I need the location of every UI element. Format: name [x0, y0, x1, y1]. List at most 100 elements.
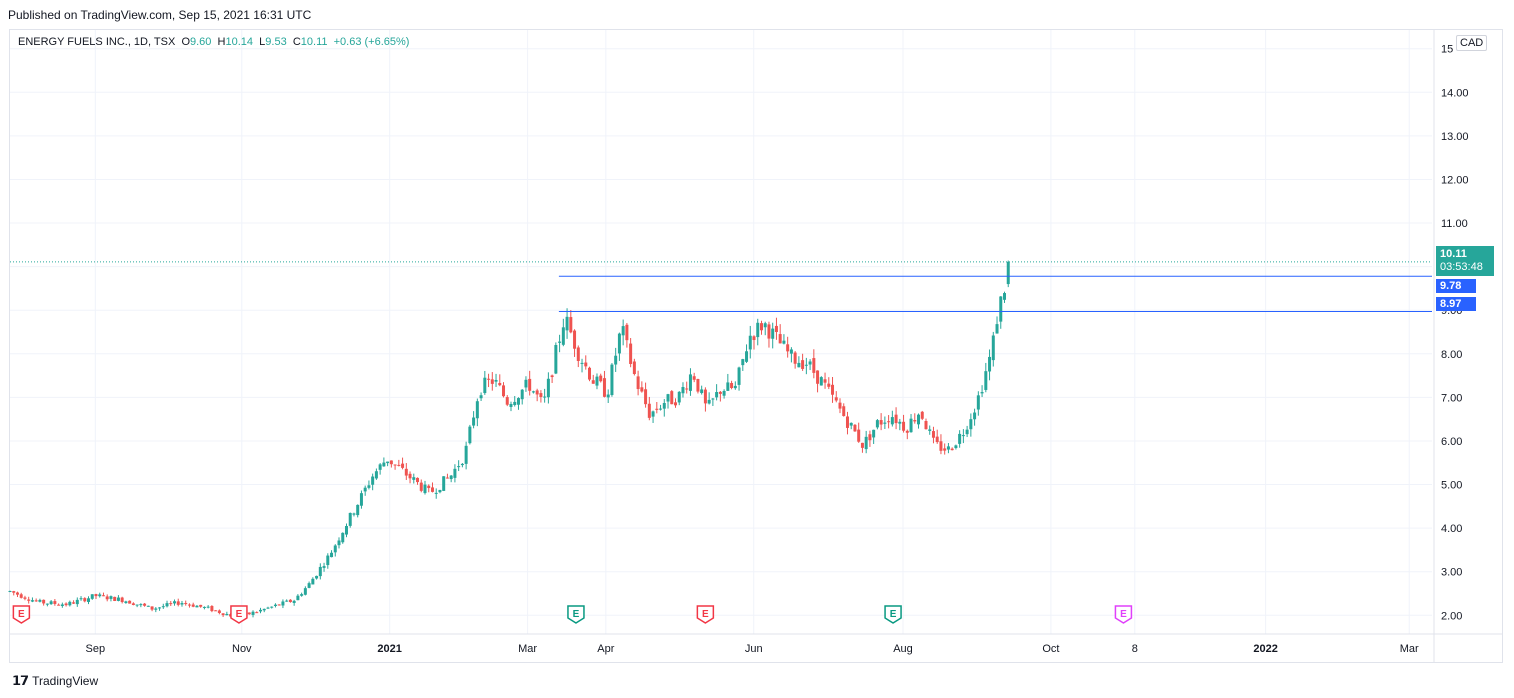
earnings-marker-label: E: [573, 609, 580, 620]
candle-body: [359, 493, 363, 506]
candle-body: [864, 436, 868, 450]
candle-body: [273, 604, 277, 607]
candle-body: [565, 316, 569, 331]
candle-body: [531, 391, 535, 393]
candle-body: [498, 383, 502, 386]
candle-body: [958, 433, 962, 444]
candle-body: [87, 598, 91, 602]
candle-body: [558, 341, 562, 343]
candle-body: [543, 396, 547, 398]
candle-body: [472, 417, 476, 426]
symbol-legend: ENERGY FUELS INC., 1D, TSX O9.60 H10.14 …: [18, 36, 409, 48]
tradingview-logo-icon: 𝟭𝟳: [12, 673, 29, 688]
candle-body: [475, 401, 479, 419]
earnings-marker-label: E: [18, 609, 25, 620]
candle-body: [348, 512, 352, 526]
candle-body: [834, 397, 838, 401]
candle-body: [303, 588, 307, 595]
candle-body: [887, 421, 891, 423]
candle-body: [980, 392, 984, 394]
candle-body: [389, 460, 393, 465]
candle-body: [214, 610, 218, 612]
candle-body: [457, 466, 461, 468]
candle-body: [894, 414, 898, 424]
candle-body: [98, 594, 102, 597]
y-tick-label: 7.00: [1441, 392, 1462, 404]
candle-body: [827, 383, 831, 387]
earnings-marker-icon: [696, 605, 715, 624]
footer-brand[interactable]: 𝟭𝟳 TradingView: [12, 673, 98, 689]
x-tick-label: 2022: [1253, 643, 1277, 655]
candle-body: [438, 489, 442, 493]
candle-body: [161, 606, 165, 608]
candle-body: [311, 578, 315, 585]
candle-body: [673, 402, 677, 406]
candle-body: [150, 606, 154, 610]
legend-high-label: H: [217, 36, 226, 48]
candle-body: [715, 392, 719, 398]
candle-body: [416, 477, 420, 483]
candle-body: [621, 326, 625, 336]
candle-body: [771, 328, 775, 339]
chart-frame[interactable]: [9, 29, 1503, 663]
candle-body: [920, 411, 924, 419]
candle-body: [737, 367, 741, 385]
candle-body: [647, 403, 651, 418]
candle-body: [733, 385, 737, 389]
candle-body: [816, 370, 820, 384]
candle-body: [442, 476, 446, 491]
candle-body: [902, 421, 906, 431]
candle-body: [812, 358, 816, 373]
candle-body: [326, 555, 330, 566]
candle-body: [696, 378, 700, 392]
candle-body: [378, 464, 382, 470]
candle-body: [711, 398, 715, 400]
candle-body: [666, 394, 670, 402]
legend-low-value: 9.53: [265, 36, 287, 48]
candle-body: [34, 600, 38, 602]
candle-body: [767, 324, 771, 339]
candle-body: [423, 484, 427, 494]
candle-body: [808, 361, 812, 365]
candle-body: [258, 609, 262, 612]
candle-body: [516, 398, 520, 405]
earnings-marker-label: E: [1120, 609, 1127, 620]
candle-body: [165, 603, 169, 607]
candle-body: [487, 378, 491, 380]
candle-body: [15, 592, 19, 595]
earnings-marker-icon: [12, 605, 31, 624]
y-tick-label: 15: [1441, 44, 1453, 56]
candle-body: [849, 422, 853, 426]
x-tick-label: Jun: [745, 643, 763, 655]
candle-body: [741, 359, 745, 366]
candle-body: [255, 612, 259, 614]
candle-body: [636, 376, 640, 390]
x-tick-label: Nov: [232, 643, 252, 655]
candle-body: [27, 599, 31, 601]
candle-body: [520, 389, 524, 400]
candle-body: [879, 420, 883, 425]
earnings-marker-label: E: [890, 609, 897, 620]
candle-body: [722, 390, 726, 396]
candle-body: [961, 435, 965, 437]
candle-body: [606, 394, 610, 398]
earnings-marker-icon: [230, 605, 248, 624]
candles: [8, 260, 1010, 620]
candle-body: [700, 389, 704, 394]
currency-badge[interactable]: CAD: [1456, 35, 1488, 51]
candle-body: [804, 364, 808, 366]
candle-body: [954, 445, 958, 449]
candle-body: [453, 468, 457, 478]
candle-body: [412, 477, 416, 480]
candle-body: [550, 375, 554, 378]
candle-body: [483, 377, 487, 394]
candle-body: [146, 605, 150, 607]
x-tick-label: Apr: [597, 643, 614, 655]
candle-body: [341, 532, 345, 543]
candle-body: [60, 604, 64, 607]
candle-body: [30, 600, 34, 602]
candle-body: [662, 403, 666, 409]
candle-body: [247, 612, 251, 615]
candle-body: [685, 388, 689, 390]
